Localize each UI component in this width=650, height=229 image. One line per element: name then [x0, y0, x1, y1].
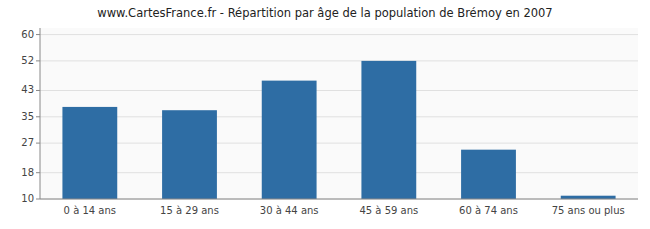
bar	[361, 61, 416, 199]
grid-line	[40, 172, 638, 173]
y-tick	[36, 143, 40, 144]
x-tick-label: 15 à 29 ans	[160, 205, 219, 216]
bar	[162, 110, 217, 199]
x-tick-label: 45 à 59 ans	[359, 205, 418, 216]
y-tick-label: 18	[21, 167, 34, 178]
y-tick-label: 27	[21, 137, 34, 148]
x-tick-label: 60 à 74 ans	[459, 205, 518, 216]
x-axis-line	[40, 199, 638, 200]
bar	[262, 81, 317, 199]
y-tick-label: 52	[21, 55, 34, 66]
plot-background	[40, 28, 638, 199]
x-axis: 0 à 14 ans 15 à 29 ans 30 à 44 ans 45 à 59 …	[64, 205, 625, 216]
y-axis: 10 18 27 35 43 52 60	[21, 29, 40, 204]
chart-container: 10 18 27 35 43 52 60 0 à 14 ans 15 à 29 ans 30 à …	[0, 0, 650, 229]
grid	[40, 35, 638, 199]
y-tick	[36, 90, 40, 91]
grid-line	[40, 143, 638, 144]
grid-line	[40, 199, 638, 200]
bar	[461, 150, 516, 199]
chart-svg: 10 18 27 35 43 52 60 0 à 14 ans 15 à 29 ans 30 à …	[0, 0, 650, 229]
y-tick	[36, 199, 40, 200]
grid-line	[40, 60, 638, 61]
y-tick-label: 60	[21, 29, 34, 40]
y-tick-label: 10	[21, 193, 34, 204]
y-tick	[36, 60, 40, 61]
x-tick-label: 75 ans ou plus	[552, 205, 625, 216]
bars	[62, 61, 615, 199]
y-tick	[36, 116, 40, 117]
x-tick-label: 30 à 44 ans	[260, 205, 319, 216]
x-tick-label: 0 à 14 ans	[64, 205, 116, 216]
y-tick-label: 43	[21, 84, 34, 95]
y-tick-label: 35	[21, 111, 34, 122]
y-axis-line	[40, 28, 41, 199]
bar	[62, 107, 117, 199]
grid-line	[40, 34, 638, 35]
title: www.CartesFrance.fr - Répartition par âg…	[97, 6, 552, 20]
grid-line	[40, 90, 638, 91]
y-tick	[36, 172, 40, 173]
grid-line	[40, 116, 638, 117]
y-tick	[36, 34, 40, 35]
